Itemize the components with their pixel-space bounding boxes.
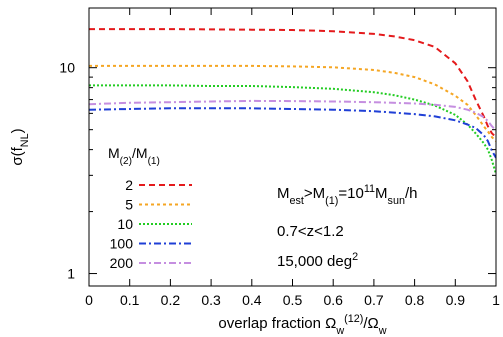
legend-label-200: 200 xyxy=(110,255,134,271)
ticks-layer: 0 0.1 0.2 0.3 0.4 0.5 0.6 0.7 0.8 0.9 1 1 10 xyxy=(59,8,500,308)
legend-title: M(2)/M(1) xyxy=(108,145,160,167)
x-tick-label: 0.7 xyxy=(364,292,384,308)
y-tick-label: 10 xyxy=(59,60,75,76)
x-tick-label: 0.4 xyxy=(242,292,262,308)
series-line-100 xyxy=(89,107,496,159)
x-tick-label: 1 xyxy=(492,292,500,308)
x-tick-label: 0 xyxy=(85,292,93,308)
legend: M(2)/M(1) 2 5 10 100 200 xyxy=(108,145,192,271)
x-tick-label: 0.6 xyxy=(323,292,343,308)
legend-label-5: 5 xyxy=(125,197,133,213)
x-tick-label: 0.8 xyxy=(405,292,425,308)
annotation-0: Mest>M(1)=1011Msun/h xyxy=(277,183,417,207)
annotations: Mest>M(1)=1011Msun/h 0.7<z<1.2 15,000 deg2 xyxy=(277,183,417,270)
series-line-5 xyxy=(89,64,496,142)
series-line-2 xyxy=(89,28,496,138)
y-axis-label: σ(fNL) xyxy=(9,128,31,165)
x-tick-label: 0.1 xyxy=(120,292,140,308)
y-tick-label: 1 xyxy=(67,266,75,282)
series-line-200 xyxy=(89,99,496,132)
series-line-10 xyxy=(89,84,496,175)
annotation-1: 0.7<z<1.2 xyxy=(277,223,344,240)
x-axis-label: overlap fraction Ωw(12)/Ωw xyxy=(218,313,386,337)
annotation-2: 15,000 deg2 xyxy=(277,251,358,270)
legend-label-100: 100 xyxy=(110,236,134,252)
x-tick-label: 0.9 xyxy=(446,292,466,308)
legend-label-2: 2 xyxy=(125,177,133,193)
series-layer xyxy=(89,28,496,175)
x-tick-label: 0.5 xyxy=(283,292,303,308)
x-tick-label: 0.3 xyxy=(201,292,221,308)
legend-label-10: 10 xyxy=(117,216,133,232)
x-tick-label: 0.2 xyxy=(161,292,181,308)
